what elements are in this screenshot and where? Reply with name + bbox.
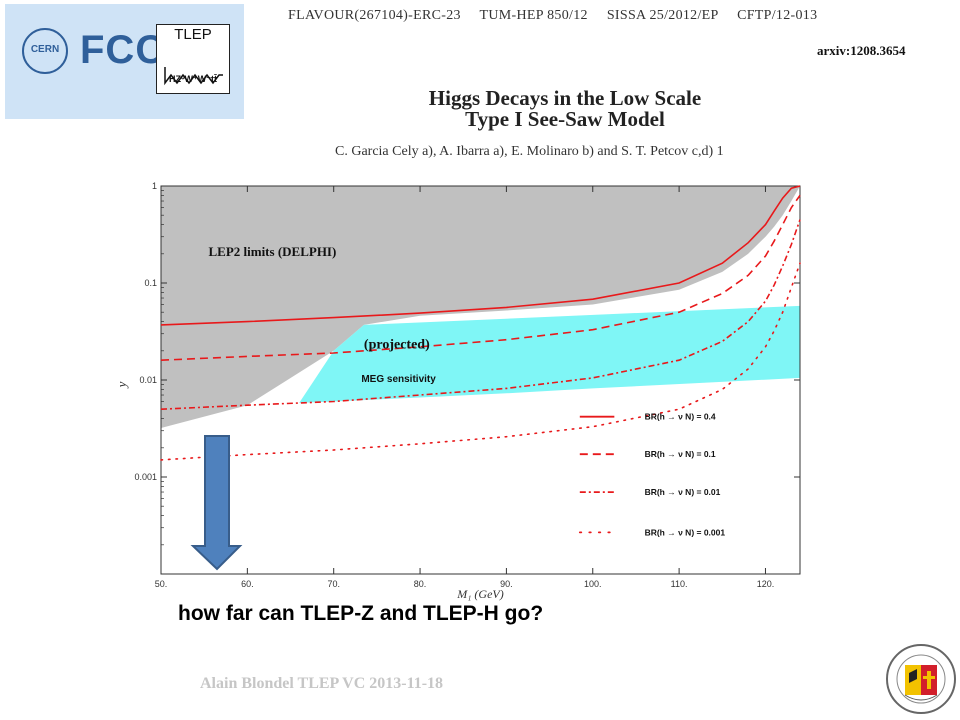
x-tick-label: 70.: [327, 579, 340, 589]
series-line-4: [160, 262, 801, 461]
paper-title-line-1: Higgs Decays in the Low Scale: [428, 86, 702, 110]
series-line-3: [160, 219, 801, 410]
y-tick-label: 1: [152, 181, 157, 191]
x-tick-label: 110.: [671, 579, 688, 589]
x-tick-label: 120.: [757, 579, 775, 589]
x-tick-label: 100.: [584, 579, 602, 589]
geneva-seal-icon: [886, 644, 956, 714]
x-axis-label: M₁ (GeV): [456, 587, 503, 601]
legend-label-3: BR(h → ν N) = 0.01: [645, 487, 721, 497]
tlep-logo-title: TLEP: [174, 26, 212, 43]
tlep-logo-subtitle: HZ⁰W⁺W⁻tt̄: [168, 74, 218, 84]
legend-label-1: BR(h → ν N) = 0.4: [645, 412, 716, 422]
footer-text: Alain Blondel TLEP VC 2013-11-18: [200, 675, 444, 692]
report-numbers: FLAVOUR(267104)-ERC-23 TUM-HEP 850/12 SI…: [288, 8, 818, 23]
arxiv-id: arxiv:1208.3654: [817, 43, 906, 58]
x-tick-label: 90.: [500, 579, 513, 589]
lep2-excluded-region: [161, 186, 800, 428]
chart: 50. 60. 70. 80. 90. 100. 110. 120. 1 0.1 0.01 0.001…: [120, 181, 801, 601]
paper-authors: C. Garcia Cely a), A. Ibarra a), E. Moli…: [335, 144, 724, 159]
x-tick-label: 80.: [414, 579, 427, 589]
legend-label-2: BR(h → ν N) = 0.1: [645, 449, 716, 459]
cern-logo-text: CERN: [30, 44, 60, 55]
x-tick-label: 60.: [241, 579, 254, 589]
legend-label-4: BR(h → ν N) = 0.001: [645, 527, 726, 537]
series-line-2: [160, 194, 801, 361]
meg-sensitivity-region: [299, 305, 800, 403]
y-axis-label: y: [120, 381, 129, 389]
meg-region-label: MEG sensitivity: [361, 374, 436, 385]
y-tick-label: 0.01: [139, 375, 157, 385]
fcc-logo-text: FCC: [80, 28, 166, 72]
y-tick-label: 0.1: [144, 278, 157, 288]
cern-logo: [22, 28, 68, 74]
series-line-1: [160, 185, 801, 326]
lep2-region-label: LEP2 limits (DELPHI): [208, 244, 336, 259]
tlep-wave-icon: [164, 67, 223, 86]
meg-projected-label: (projected): [364, 338, 430, 353]
x-tick-label: 50.: [155, 579, 168, 589]
paper-title: Higgs Decays in the Low Scale Type I See…: [360, 88, 770, 130]
paper-title-line-2: Type I See-Saw Model: [465, 107, 665, 131]
y-tick-label: 0.001: [134, 472, 157, 482]
tlep-logo: [156, 24, 230, 94]
